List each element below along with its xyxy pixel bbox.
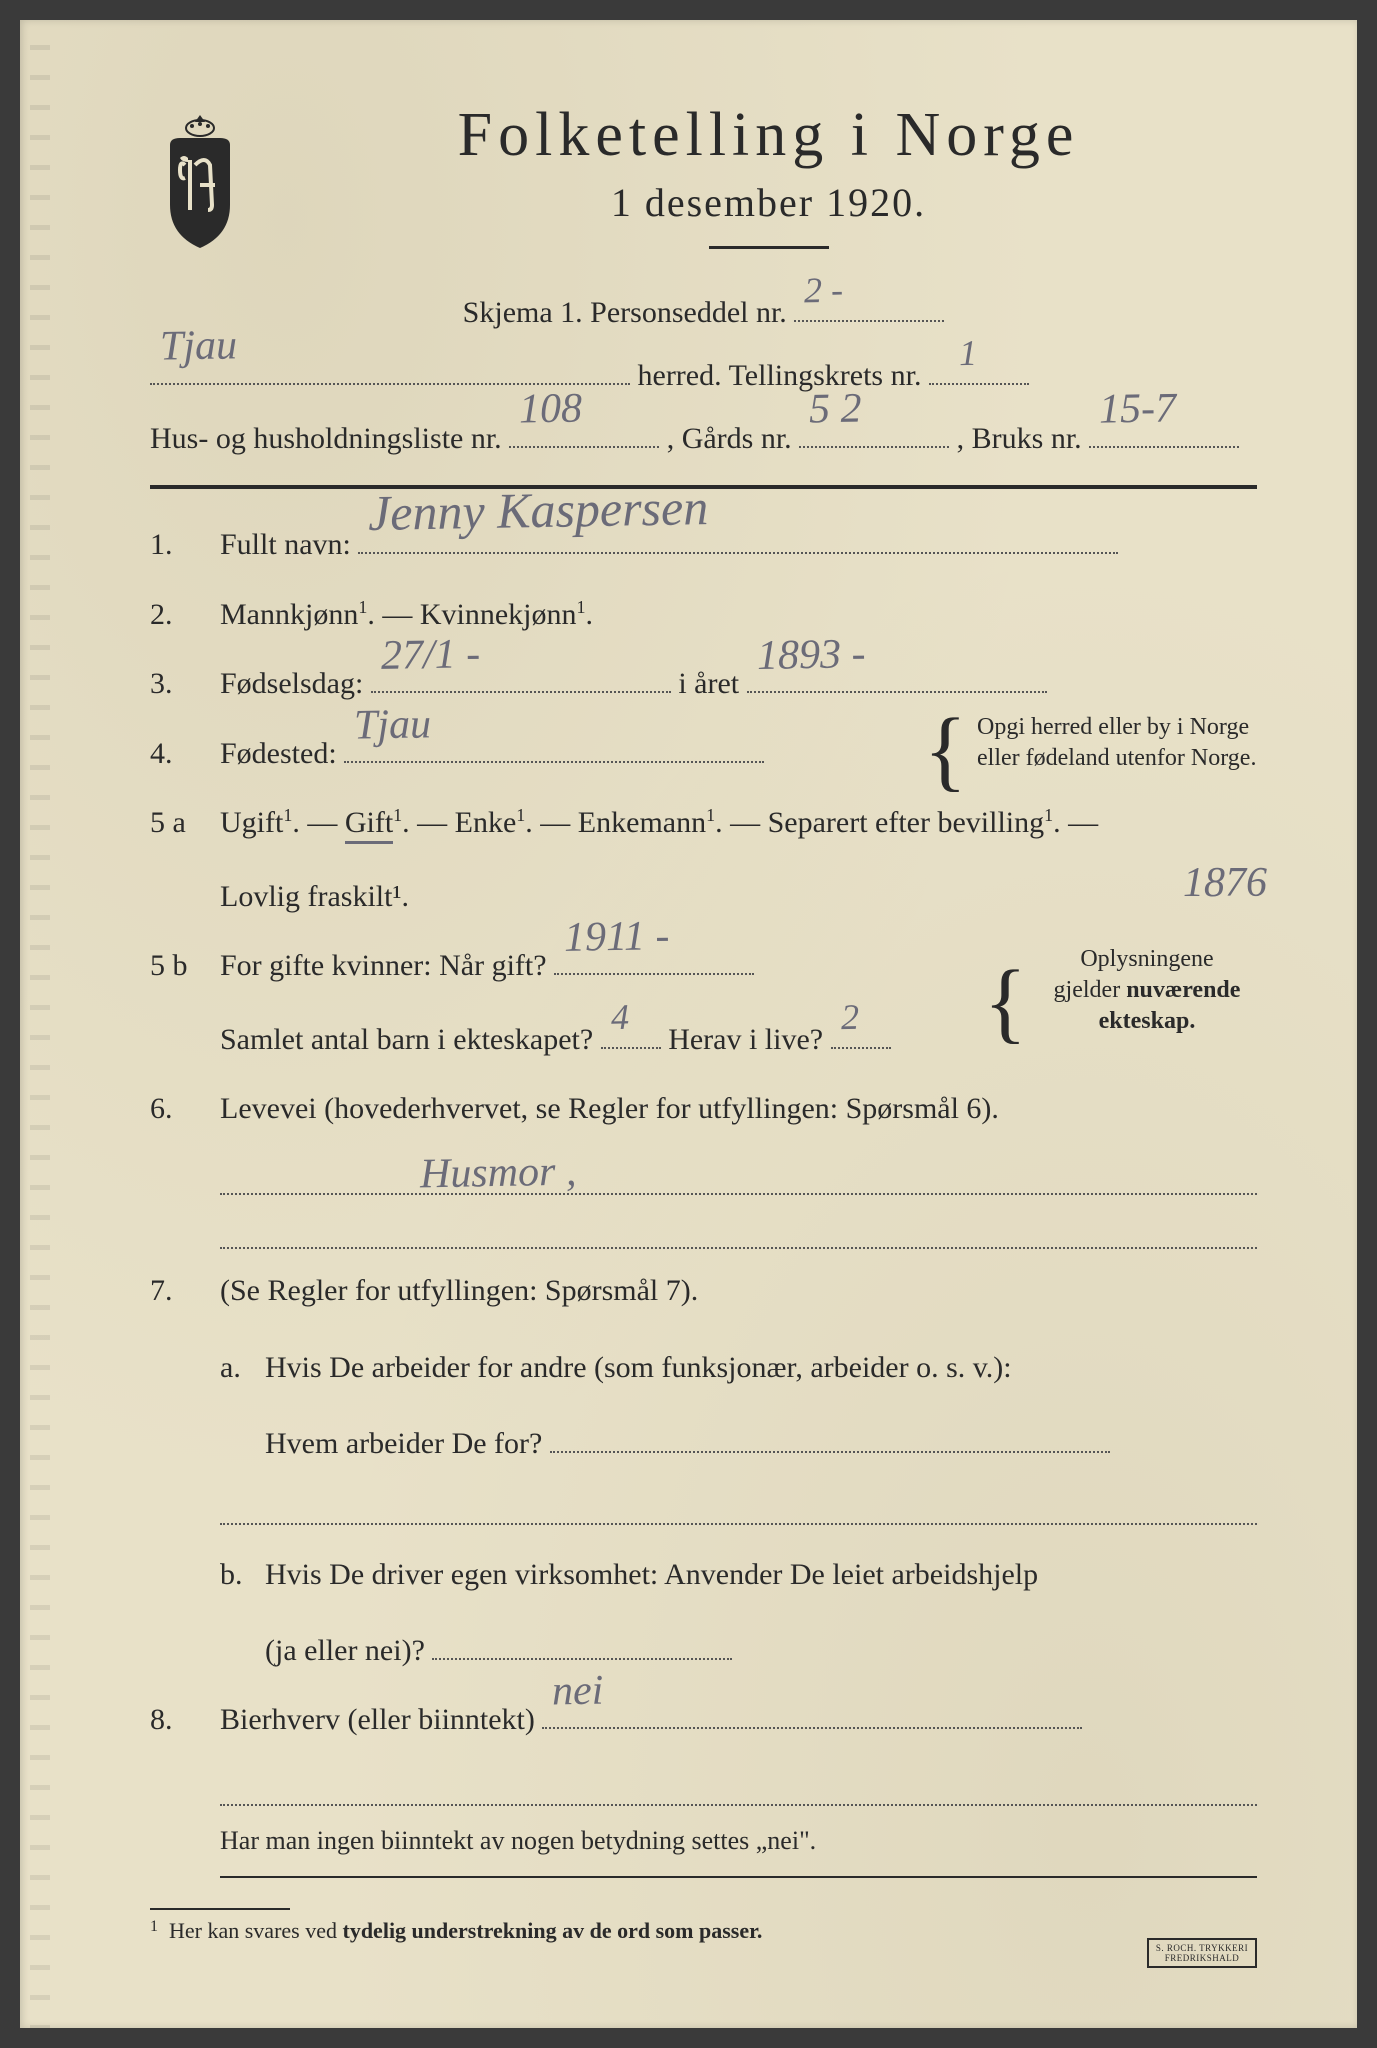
q6-fill-2 [220, 1205, 1257, 1249]
footnote-marker: 1 [150, 1918, 158, 1935]
main-title: Folketelling i Norge [280, 100, 1257, 171]
tellingskrets-nr: 1 [958, 318, 977, 387]
q1-row: 1. Fullt navn: Jenny Kaspersen [150, 517, 1257, 573]
q7a-num: a. [220, 1340, 250, 1471]
q1-value: Jenny Kaspersen [368, 461, 710, 559]
q6-fill-1: Husmor , [220, 1151, 1257, 1195]
q3-year: 1893 - [756, 616, 866, 696]
q5a-margin-year: 1876 [1183, 845, 1267, 923]
q7-label: (Se Regler for utfyllingen: Spørsmål 7). [220, 1274, 698, 1307]
q1-num: 1. [150, 517, 200, 573]
q5b-l2b: Herav i live? [668, 1023, 823, 1056]
meta-husliste-line: Hus- og husholdningsliste nr. 108 , Gård… [150, 410, 1257, 467]
coat-of-arms-icon [150, 110, 250, 250]
q5b-l2a: Samlet antal barn i ekteskapet? [220, 1023, 593, 1056]
q5b-num: 5 b [150, 938, 200, 1067]
q1-label: Fullt navn: [220, 528, 351, 561]
header: Folketelling i Norge 1 desember 1920. [150, 100, 1257, 274]
q3-num: 3. [150, 656, 200, 712]
q5b-row: 5 b For gifte kvinner: Når gift? 1911 - … [150, 938, 1257, 1067]
perforation-edge [30, 20, 50, 2028]
husliste-nr: 108 [518, 370, 582, 451]
footnote: 1 Her kan svares ved tydelig understrekn… [150, 1908, 1257, 1944]
footnote-text: Her kan svares ved tydelig understreknin… [169, 1918, 762, 1943]
q7a-fill [220, 1481, 1257, 1525]
q7b-l1: Hvis De driver egen virksomhet: Anvender… [265, 1547, 1257, 1603]
title-divider [709, 246, 829, 249]
q8-label: Bierhverv (eller biinntekt) [220, 1703, 535, 1736]
q7a-blank [550, 1451, 1110, 1453]
q6-num: 6. [150, 1081, 200, 1137]
q5a-row: 5 a Ugift1. — Gift1. — Enke1. — Enkemann… [150, 795, 1257, 924]
q5a-opts2: Lovlig fraskilt¹. [220, 869, 1257, 925]
q4-label: Fødested: [220, 737, 337, 770]
title-block: Folketelling i Norge 1 desember 1920. [280, 100, 1257, 274]
bruks-nr: 15-7 [1098, 370, 1176, 451]
q5b-children: 4 [610, 984, 629, 1051]
q8-row: 8. Bierhverv (eller biinntekt) nei [150, 1692, 1257, 1748]
q8-fill [220, 1762, 1257, 1806]
q5b-l1a: For gifte kvinner: Når gift? [220, 949, 547, 982]
q4-num: 4. [150, 726, 200, 782]
q6-value: Husmor , [420, 1147, 577, 1198]
gards-nr: 5 2 [808, 370, 862, 451]
q7-row: 7. (Se Regler for utfyllingen: Spørsmål … [150, 1263, 1257, 1679]
skjema-label: Skjema 1. Personseddel nr. [463, 296, 787, 329]
printer-mark: S. ROCH. TRYKKERI FREDRIKSHALD [1147, 1938, 1257, 1968]
q5b-year: 1911 - [563, 898, 670, 978]
q2-sup2: 1 [576, 597, 585, 617]
q7a-l1: Hvis De arbeider for andre (som funksjon… [265, 1340, 1257, 1396]
q4-value: Tjau [353, 686, 431, 765]
q4-row: 4. Fødested: Tjau { Opgi herred eller by… [150, 726, 1257, 782]
q2-label1: Mannkjønn [220, 598, 358, 631]
herred-label: herred. Tellingskrets nr. [638, 359, 922, 392]
q3-day: 27/1 - [380, 616, 480, 695]
divider-thin [220, 1876, 1257, 1878]
q3-mid: i året [678, 667, 739, 700]
q4-side1: Opgi herred eller by i Norge [977, 714, 1249, 740]
footnote-rule [150, 1908, 290, 1910]
q6-row: 6. Levevei (hovederhvervet, se Regler fo… [150, 1081, 1257, 1137]
q4-sidenote: Opgi herred eller by i Norge eller fødel… [977, 712, 1257, 774]
meta-herred-line: Tjau herred. Tellingskrets nr. 1 [150, 347, 1257, 404]
q7b-l2: (ja eller nei)? [265, 1634, 425, 1667]
meta-skjema-line: Skjema 1. Personseddel nr. 2 - [150, 284, 1257, 341]
q5a-opts: Ugift1. — Gift1. — Enke1. — Enkemann1. —… [220, 806, 1098, 839]
subtitle: 1 desember 1920. [280, 179, 1257, 226]
q5b-alive: 2 [840, 984, 859, 1051]
bruks-label: , Bruks nr. [957, 422, 1082, 455]
q4-side2: eller fødeland utenfor Norge. [977, 745, 1256, 771]
herred-value: Tjau [159, 307, 237, 388]
q8-value: nei [552, 1653, 605, 1732]
census-form-page: Folketelling i Norge 1 desember 1920. Sk… [20, 20, 1357, 2028]
q7b-num: b. [220, 1547, 250, 1678]
q5a-selected: Gift [345, 806, 393, 844]
personseddel-nr: 2 - [804, 255, 844, 324]
brace-icon: { [924, 706, 967, 796]
q3-label: Fødselsdag: [220, 667, 363, 700]
gards-label: , Gårds nr. [667, 422, 792, 455]
q3-row: 3. Fødselsdag: 27/1 - i året 1893 - [150, 656, 1257, 712]
q7-num: 7. [150, 1263, 200, 1679]
q7a-l2: Hvem arbeider De for? [265, 1427, 542, 1460]
q5b-side1: Oplysningene [1080, 946, 1213, 972]
brace-icon-2: { [984, 958, 1027, 1048]
q5b-side3: ekteskap. [1099, 1008, 1196, 1034]
q6-label: Levevei (hovederhvervet, se Regler for u… [220, 1092, 999, 1125]
q5b-sidenote: Oplysningene gjelder nuværende ekteskap. [1037, 944, 1257, 1038]
footnote-hint: Har man ingen biinntekt av nogen betydni… [220, 1826, 1257, 1856]
q2-sup1: 1 [358, 597, 367, 617]
q2-num: 2. [150, 587, 200, 643]
q5a-num: 5 a [150, 795, 200, 924]
husliste-label: Hus- og husholdningsliste nr. [150, 422, 502, 455]
q2-row: 2. Mannkjønn1. — Kvinnekjønn1. [150, 587, 1257, 643]
q5b-side2: gjelder nuværende [1054, 977, 1241, 1003]
q8-num: 8. [150, 1692, 200, 1748]
